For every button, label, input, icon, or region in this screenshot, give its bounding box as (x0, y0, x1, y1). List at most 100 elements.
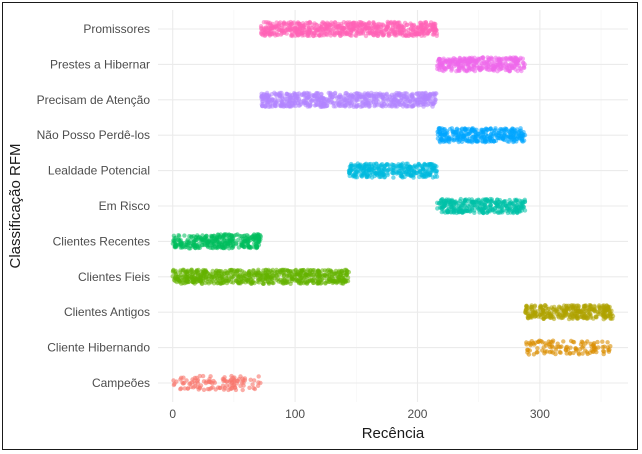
data-point (246, 279, 251, 285)
data-point (179, 241, 185, 247)
data-point (554, 311, 560, 317)
data-point (480, 210, 485, 215)
data-point (501, 63, 506, 69)
data-point (324, 32, 330, 38)
x-tick-labels: 0 100 200 300 (169, 407, 550, 421)
series-2 (523, 303, 616, 322)
data-point (216, 385, 221, 390)
data-point (595, 339, 600, 345)
data-point (185, 237, 190, 242)
data-point (238, 268, 243, 273)
data-point (205, 279, 210, 284)
data-point (178, 386, 184, 391)
y-tick-label: Campeões (92, 376, 150, 390)
data-point (296, 100, 301, 106)
data-point (537, 338, 542, 343)
data-point (196, 387, 201, 392)
data-point (235, 232, 240, 237)
data-point (299, 30, 305, 36)
data-point (390, 22, 395, 28)
data-point (561, 313, 566, 318)
data-point (295, 95, 300, 101)
x-axis-title: Recência (362, 425, 425, 442)
data-point (507, 68, 513, 74)
data-point (556, 344, 561, 349)
data-point (576, 352, 582, 357)
data-point (265, 21, 270, 27)
data-point (395, 104, 400, 109)
data-point (493, 133, 498, 138)
data-point (238, 281, 243, 286)
data-point (308, 271, 313, 277)
data-point (305, 269, 310, 274)
data-point (178, 245, 183, 250)
data-point (378, 29, 383, 35)
series-0 (171, 373, 263, 393)
data-point (344, 90, 349, 96)
data-point (348, 32, 353, 38)
data-point (439, 136, 444, 142)
data-point (463, 208, 468, 213)
data-point (256, 374, 261, 379)
data-point (278, 20, 283, 25)
data-point (275, 32, 281, 38)
data-point (394, 21, 400, 27)
data-point (436, 57, 442, 63)
data-point (479, 66, 484, 72)
data-point (471, 64, 476, 69)
data-point (336, 96, 342, 101)
data-point (201, 387, 207, 392)
data-point (544, 314, 549, 320)
data-point (199, 272, 205, 277)
data-point (376, 167, 382, 173)
data-point (351, 94, 356, 100)
data-point (563, 347, 568, 352)
data-point (372, 103, 377, 109)
data-point (525, 316, 531, 321)
data-point (449, 200, 454, 205)
data-point (363, 103, 368, 109)
data-point (326, 25, 332, 30)
data-point (262, 274, 267, 279)
data-point (336, 101, 341, 106)
data-point (535, 350, 540, 355)
data-point (185, 386, 190, 391)
data-point (605, 345, 610, 350)
data-point (294, 272, 300, 277)
data-point (438, 198, 444, 203)
data-point (222, 245, 228, 251)
data-point (412, 100, 417, 105)
data-point (204, 233, 209, 239)
data-point (362, 27, 367, 32)
data-point (372, 25, 377, 30)
data-point (290, 32, 295, 37)
data-point (286, 103, 292, 109)
y-tick-label: Clientes Fieis (78, 270, 150, 284)
data-point (393, 94, 399, 99)
data-point (541, 345, 546, 350)
data-point (379, 163, 384, 168)
data-point (370, 171, 376, 176)
data-point (290, 276, 295, 281)
data-point (490, 208, 495, 213)
data-point (469, 140, 475, 145)
series-1 (524, 338, 613, 357)
data-point (372, 166, 377, 171)
data-point (398, 165, 403, 171)
data-point (245, 237, 250, 242)
data-point (507, 197, 512, 203)
data-point (506, 206, 511, 212)
data-point (184, 242, 189, 247)
data-point (386, 20, 391, 26)
data-point (405, 161, 410, 166)
series-5 (435, 196, 528, 216)
data-point (576, 309, 581, 314)
data-point (487, 135, 493, 141)
data-point (486, 139, 492, 144)
data-point (543, 306, 548, 311)
data-point (549, 305, 554, 310)
data-point (386, 167, 391, 173)
data-point (485, 209, 491, 214)
data-point (489, 128, 494, 134)
